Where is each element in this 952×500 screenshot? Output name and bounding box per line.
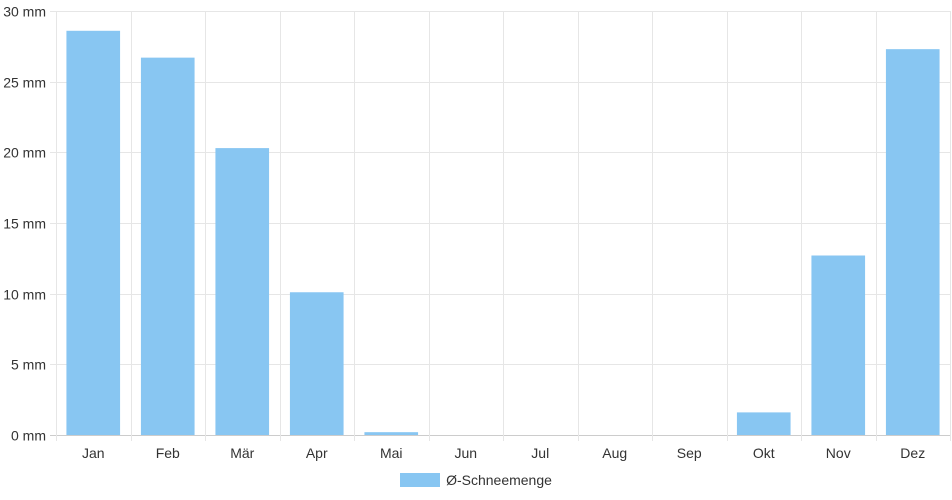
x-tick-label: Mai (380, 445, 403, 461)
legend-label: Ø-Schneemenge (446, 472, 552, 488)
y-tick-label: 0 mm (11, 428, 46, 444)
bars (66, 30, 940, 436)
bar-feb[interactable] (140, 57, 195, 435)
y-tick-label: 30 mm (3, 4, 46, 20)
bar-apr[interactable] (289, 292, 344, 435)
x-tick-label: Nov (826, 445, 851, 461)
x-tick-label: Aug (602, 445, 627, 461)
bar-jan[interactable] (66, 30, 121, 435)
x-axis-ticks: Jan Feb Mär Apr Mai Jun Jul Aug Sep Okt Nov Dez (82, 445, 925, 461)
y-tick-label: 10 mm (3, 287, 46, 303)
x-tick-label: Jan (82, 445, 105, 461)
x-tick-label: Okt (753, 445, 775, 461)
y-tick-label: 20 mm (3, 145, 46, 161)
legend[interactable]: Ø-Schneemenge (0, 472, 952, 488)
legend-swatch (400, 473, 441, 487)
bar-chart: 0 mm 5 mm 10 mm 15 mm 20 mm 25 mm 30 mm Jan Feb… (3, 4, 951, 461)
bar-nov[interactable] (811, 255, 866, 435)
x-tick-label: Apr (306, 445, 328, 461)
x-tick-label: Jun (454, 445, 477, 461)
y-tick-label: 15 mm (3, 216, 46, 232)
x-tick-label: Mär (230, 445, 254, 461)
grid (50, 11, 951, 441)
x-tick-label: Jul (531, 445, 549, 461)
x-tick-label: Feb (156, 445, 180, 461)
bar-mär[interactable] (215, 148, 270, 436)
y-tick-label: 25 mm (3, 75, 46, 91)
x-tick-label: Sep (677, 445, 702, 461)
y-tick-label: 5 mm (11, 357, 46, 373)
y-axis-ticks: 0 mm 5 mm 10 mm 15 mm 20 mm 25 mm 30 mm (3, 4, 46, 444)
x-tick-label: Dez (900, 445, 925, 461)
bar-okt[interactable] (736, 412, 791, 435)
bar-dez[interactable] (885, 49, 940, 435)
bar-mai[interactable] (364, 432, 419, 435)
